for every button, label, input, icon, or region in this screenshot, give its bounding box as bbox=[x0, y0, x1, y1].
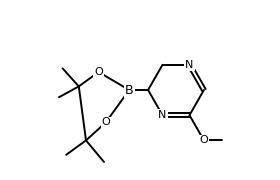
Text: N: N bbox=[158, 110, 167, 120]
Text: O: O bbox=[200, 135, 208, 145]
Text: N: N bbox=[185, 60, 194, 70]
Text: O: O bbox=[101, 117, 110, 127]
Text: O: O bbox=[94, 67, 103, 77]
Text: B: B bbox=[125, 84, 134, 96]
